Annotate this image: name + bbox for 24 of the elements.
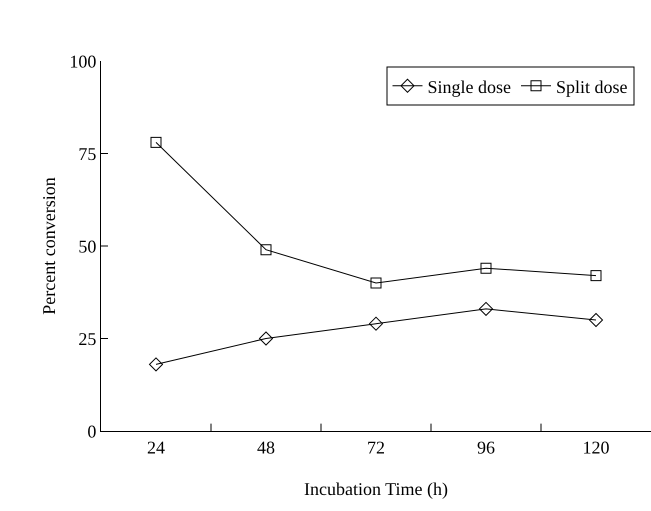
legend-label: Single dose xyxy=(428,76,512,97)
point xyxy=(149,357,163,372)
y-tick-label: 0 xyxy=(87,421,96,442)
point xyxy=(150,136,162,148)
y-tick-label: 75 xyxy=(78,144,96,164)
y-tick-label: 50 xyxy=(78,236,96,256)
point xyxy=(259,332,273,346)
point xyxy=(589,313,603,327)
y-tick-label: 25 xyxy=(78,328,96,349)
x-tick-label: 72 xyxy=(367,438,385,458)
point xyxy=(369,316,383,331)
x-tick-label: 96 xyxy=(477,438,495,458)
x-axis-title: Incubation Time (h) xyxy=(304,479,448,499)
x-tick-label: 48 xyxy=(257,438,275,458)
point xyxy=(260,244,272,256)
point xyxy=(479,302,493,316)
y-tick-label: 100 xyxy=(69,51,96,72)
point xyxy=(370,278,382,288)
point xyxy=(590,270,602,282)
legend-label: Split dose xyxy=(556,76,628,97)
x-tick-label: 24 xyxy=(147,438,165,458)
point xyxy=(480,262,492,274)
y-axis-title: Percent conversion xyxy=(39,177,59,315)
x-tick-label: 120 xyxy=(582,438,610,458)
